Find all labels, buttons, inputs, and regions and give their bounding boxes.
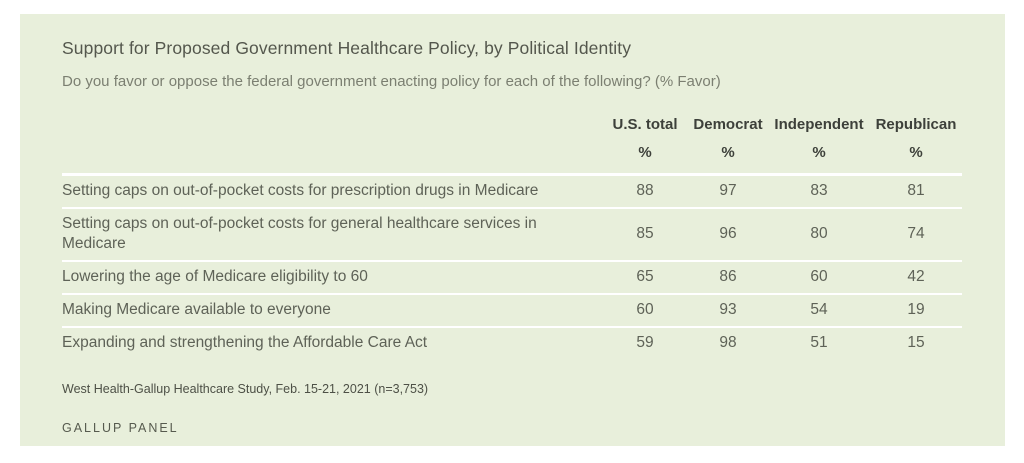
label-column-spacer [62, 115, 602, 139]
table-header: U.S. total Democrat Independent Republic… [62, 115, 962, 176]
value-cell: 19 [870, 294, 962, 328]
table-row: Setting caps on out-of-pocket costs for … [62, 174, 962, 209]
value-cell: 80 [768, 208, 870, 262]
column-header-republican: Republican [875, 116, 957, 133]
table-row: Making Medicare available to everyone 60… [62, 294, 962, 328]
value-cell: 97 [688, 174, 768, 209]
value-cell: 59 [636, 334, 654, 351]
value-cell: 74 [870, 208, 962, 262]
unit-row: % % % % [62, 139, 962, 176]
row-label: Making Medicare available to everyone [62, 294, 602, 328]
value-cell: 65 [602, 261, 688, 295]
value-cell: 54 [768, 294, 870, 328]
value-cell: 98 [719, 334, 737, 351]
table-row: Expanding and strengthening the Affordab… [62, 327, 962, 359]
value-cell: 42 [870, 261, 962, 295]
unit-percent: % [688, 139, 768, 176]
value-cell: 85 [602, 208, 688, 262]
value-cell: 83 [768, 174, 870, 209]
value-cell: 93 [688, 294, 768, 328]
value-cell: 60 [602, 294, 688, 328]
label-column-spacer [62, 139, 602, 176]
column-header-us-total: U.S. total [612, 116, 678, 133]
table-row: Lowering the age of Medicare eligibility… [62, 261, 962, 295]
table-body: Setting caps on out-of-pocket costs for … [62, 174, 962, 360]
healthcare-policy-table: U.S. total Democrat Independent Republic… [62, 115, 962, 359]
value-cell: 86 [688, 261, 768, 295]
value-cell: 60 [768, 261, 870, 295]
column-header-row: U.S. total Democrat Independent Republic… [62, 115, 962, 139]
row-label: Setting caps on out-of-pocket costs for … [62, 174, 602, 209]
unit-percent: % [870, 139, 962, 176]
table-row: Setting caps on out-of-pocket costs for … [62, 208, 962, 262]
survey-question-subtitle: Do you favor or oppose the federal gover… [62, 73, 721, 90]
row-label: Setting caps on out-of-pocket costs for … [62, 208, 602, 262]
row-label: Lowering the age of Medicare eligibility… [62, 261, 602, 295]
column-header-democrat: Democrat [693, 116, 763, 133]
page-title: Support for Proposed Government Healthca… [62, 38, 632, 58]
value-cell: 81 [870, 174, 962, 209]
gallup-panel-brand: GALLUP PANEL [62, 421, 179, 435]
value-cell: 88 [602, 174, 688, 209]
unit-percent: % [768, 139, 870, 176]
gallup-table-panel: Support for Proposed Government Healthca… [20, 14, 1005, 446]
value-cell: 15 [907, 334, 925, 351]
unit-percent: % [602, 139, 688, 176]
source-note: West Health-Gallup Healthcare Study, Feb… [62, 382, 429, 396]
row-label: Expanding and strengthening the Affordab… [62, 334, 428, 351]
value-cell: 51 [810, 334, 828, 351]
value-cell: 96 [688, 208, 768, 262]
column-header-independent: Independent [774, 116, 864, 133]
